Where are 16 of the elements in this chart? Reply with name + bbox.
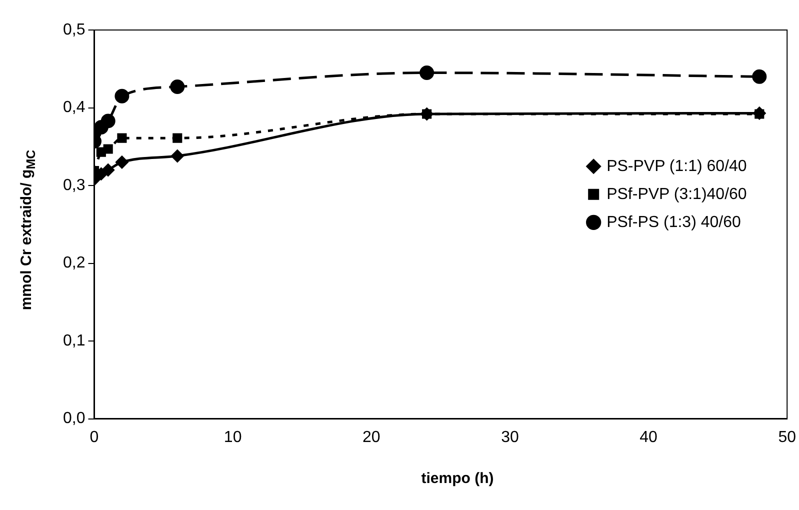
x-axis-title: tiempo (h) [420,470,495,487]
x-tick-label: 40 [640,428,658,446]
y-tick-label: 0,1 [62,332,86,350]
legend-label: PSf-PVP (3:1)40/60 [606,186,747,203]
x-tick-label: 30 [501,428,519,446]
x-tick-label: 20 [362,428,380,446]
x-tick-label: 10 [224,428,242,446]
y-tick-label: 0,3 [62,176,86,194]
x-tick-label: 0 [90,428,99,446]
x-tick-label: 50 [778,428,796,446]
legend-label: PSf-PS (1:3) 40/60 [606,214,741,231]
legend-label: PS-PVP (1:1) 60/40 [606,158,747,175]
y-tick-label: 0,4 [62,99,86,116]
y-tick-label: 0,0 [62,410,86,428]
y-tick-label: 0,5 [62,21,86,38]
y-tick-label: 0,2 [62,254,86,272]
